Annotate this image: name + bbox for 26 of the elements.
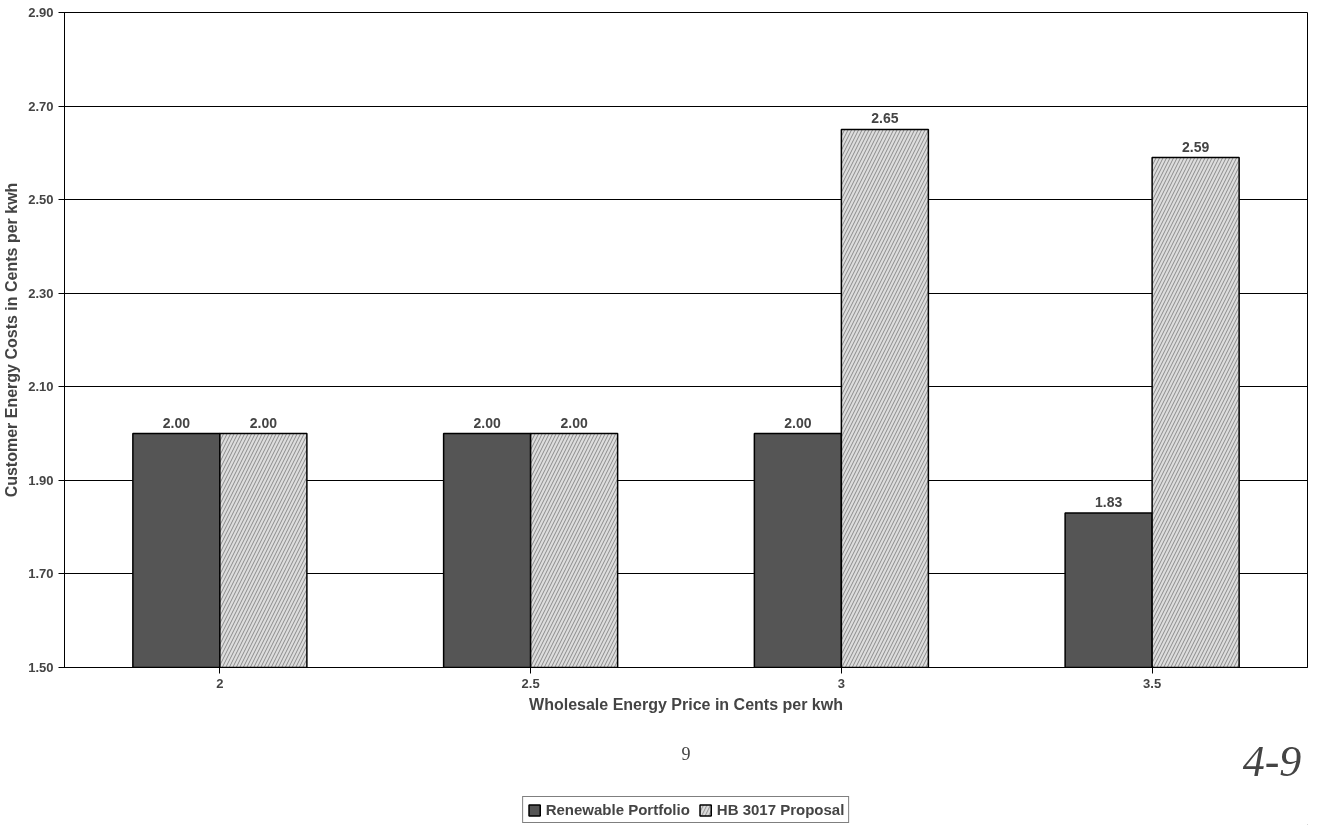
y-tick-label: 2.70 (28, 98, 54, 114)
data-label: 1.83 (1095, 494, 1123, 511)
data-label: 2.59 (1182, 138, 1210, 155)
y-tick-label: 2.50 (28, 192, 54, 208)
data-label: 2.00 (473, 414, 501, 431)
text: 9 (681, 743, 691, 764)
x-tick-label: 3.5 (1143, 675, 1162, 691)
y-tick-label: 1.90 (28, 472, 54, 488)
y-tick-label: 1.50 (28, 660, 54, 675)
y-tick-label: 2.90 (28, 5, 54, 20)
data-label: 2.00 (560, 414, 588, 431)
y-tick-label: 1.70 (28, 566, 54, 582)
x-tick-label: 2.5 (521, 675, 540, 691)
x-tick-label: 3 (837, 675, 845, 691)
y-axis-title: Customer Energy Costs in Cents per kwh (3, 182, 21, 498)
data-label: 2.65 (871, 110, 899, 127)
y-tick-label: 2.30 (28, 285, 54, 301)
x-tick-label: 2 (216, 675, 224, 691)
legend-label: HB 3017 Proposal (716, 801, 845, 818)
x-axis-title: Wholesale Energy Price in Cents per kwh (529, 695, 843, 713)
data-label: 2.00 (249, 414, 278, 431)
data-label: 2.00 (162, 414, 191, 431)
data-label: 2.00 (784, 414, 812, 431)
y-tick-label: 2.10 (28, 379, 54, 395)
text: 4-9 (1242, 737, 1302, 786)
legend-label: Renewable Portfolio (545, 801, 690, 818)
